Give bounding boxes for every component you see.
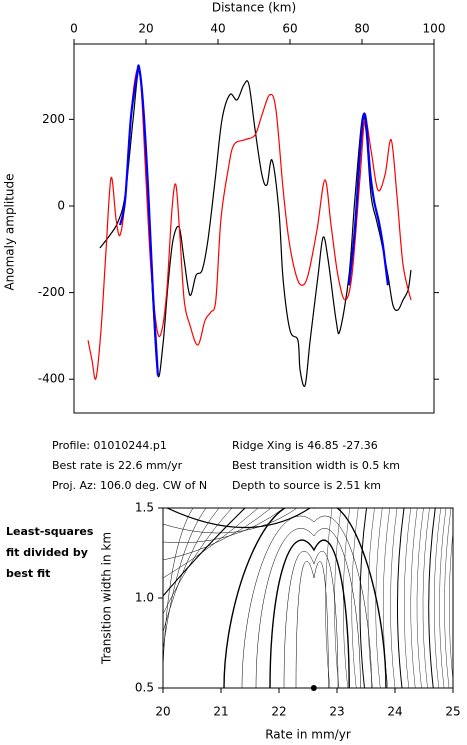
x-tick-label: 20 <box>138 22 153 36</box>
info-text: Best transition width is 0.5 km <box>232 459 400 472</box>
contour-line <box>223 508 387 688</box>
info-text: Depth to source is 2.51 km <box>232 479 381 492</box>
contour-line <box>458 508 465 688</box>
info-text: Profile: 01010244.p1 <box>52 439 167 452</box>
contour-line <box>396 508 405 688</box>
x-axis-title: Rate in mm/yr <box>265 728 351 742</box>
x-tick-label: 21 <box>213 705 228 719</box>
y-tick-label: 200 <box>42 112 65 126</box>
y-axis-title: Anomaly amplitude <box>3 173 17 290</box>
x-tick-label: 22 <box>271 705 286 719</box>
y-axis-title: Transition width in km <box>100 532 114 665</box>
x-axis-title: Distance (km) <box>212 1 296 15</box>
plot-area <box>87 64 412 387</box>
info-text: Best rate is 22.6 mm/yr <box>52 459 183 472</box>
y-tick-label: 1.0 <box>135 591 154 605</box>
contour-line <box>163 508 259 579</box>
contour-line <box>449 529 453 683</box>
contour-line <box>367 508 375 688</box>
contour-line <box>390 508 398 688</box>
contour-line <box>444 508 452 688</box>
contour-line <box>454 508 461 688</box>
contour-line <box>334 508 342 688</box>
contour-line <box>163 508 272 561</box>
info-text: Ridge Xing is 46.85 -27.36 <box>232 439 378 452</box>
plot-frame <box>162 507 454 689</box>
contour-line <box>404 508 411 688</box>
x-tick-label: 0 <box>70 22 78 36</box>
x-tick-label: 40 <box>210 22 225 36</box>
contour-line <box>343 508 350 688</box>
best-fit-point <box>310 685 317 691</box>
contour-line <box>163 508 220 633</box>
x-tick-label: 24 <box>387 705 402 719</box>
x-tick-label: 100 <box>423 22 446 36</box>
contour-line <box>422 508 430 688</box>
contour-line <box>163 508 246 597</box>
contour-line <box>269 539 350 688</box>
y-tick-label: -200 <box>38 285 65 299</box>
contour-area <box>163 508 465 688</box>
contour-line <box>163 508 233 615</box>
contour-line <box>375 508 383 688</box>
contour-line <box>325 508 333 688</box>
contour-line <box>241 515 372 688</box>
x-tick-label: 25 <box>445 705 460 719</box>
data-line <box>87 66 412 380</box>
contour-line <box>295 561 329 688</box>
data-line <box>119 64 390 376</box>
contour-line <box>165 508 311 529</box>
contour-line <box>383 508 390 688</box>
x-tick-label: 20 <box>155 705 170 719</box>
contour-line <box>163 508 285 543</box>
x-tick-label: 80 <box>354 22 369 36</box>
y-tick-label: 1.5 <box>135 501 154 515</box>
contour-line <box>434 508 441 688</box>
contour-line <box>439 508 447 688</box>
info-text: Proj. Az: 106.0 deg. CW of N <box>52 479 207 492</box>
y-tick-label: 0 <box>57 198 65 212</box>
contour-line <box>351 508 359 688</box>
plot-frame <box>73 43 435 414</box>
x-tick-label: 60 <box>282 22 297 36</box>
contour-line <box>283 551 339 688</box>
y-tick-label: -400 <box>38 372 65 386</box>
y-tick-label: 0.5 <box>135 681 154 695</box>
contour-line <box>163 508 207 651</box>
contour-line <box>410 508 418 688</box>
contour-line <box>428 508 436 688</box>
contour-line <box>163 508 298 534</box>
note-text: Least-squares <box>6 525 94 538</box>
note-text: fit divided by <box>6 546 88 559</box>
contour-line <box>163 508 194 669</box>
note-text: best fit <box>6 567 50 580</box>
x-tick-label: 23 <box>329 705 344 719</box>
contour-line <box>359 508 367 688</box>
contour-line <box>416 508 424 688</box>
contour-line <box>255 528 361 688</box>
